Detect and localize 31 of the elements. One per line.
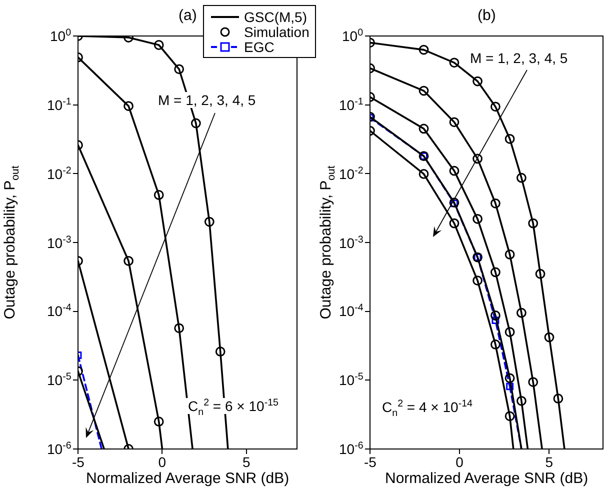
annotation: M = 1, 2, 3, 4, 5 — [468, 50, 570, 66]
y-tick-label: 10$^{0}$ — [50, 27, 72, 44]
y-tick-label: 10$^{-6}$ — [339, 440, 364, 457]
annotation: C$_{n}$$^{2}$ = 6 × 10$^{-15}$ — [187, 397, 280, 418]
x-axis-title: Normalized Average SNR (dB) — [385, 470, 588, 487]
x-tick-label: -5 — [72, 454, 84, 470]
x-tick-label: 5 — [242, 454, 250, 470]
y-tick-label: 10$^{-4}$ — [339, 302, 364, 320]
annotation: M = 1, 2, 3, 4, 5 — [156, 92, 258, 108]
x-tick-label: 0 — [456, 454, 464, 470]
y-tick-label: 10$^{-2}$ — [47, 165, 72, 182]
y-tick-label: 10$^{-4}$ — [47, 302, 72, 320]
y-tick-label: 10$^{-3}$ — [339, 234, 364, 250]
y-tick-label: 10$^{-5}$ — [47, 372, 72, 388]
y-tick-label: 10$^{0}$ — [342, 27, 364, 44]
x-axis-title: Normalized Average SNR (dB) — [86, 470, 290, 487]
y-tick-label: 10$^{-1}$ — [339, 96, 364, 113]
y-tick-label: 10$^{-5}$ — [339, 372, 364, 388]
chart-title: (a) — [178, 7, 197, 24]
y-tick-label: 10$^{-6}$ — [47, 440, 72, 457]
legend-label: EGC — [244, 38, 274, 54]
legend-label: GSC(M,5) — [244, 8, 307, 24]
annotation: C$_{n}$$^{2}$ = 4 × 10$^{-14}$ — [381, 398, 474, 419]
x-tick-label: -5 — [364, 454, 376, 470]
x-tick-label: 5 — [545, 454, 554, 470]
chart-title: (b) — [478, 7, 496, 24]
y-tick-label: 10$^{-1}$ — [47, 96, 72, 113]
y-tick-label: 10$^{-3}$ — [47, 234, 72, 250]
x-tick-label: 0 — [158, 454, 166, 470]
y-tick-label: 10$^{-2}$ — [339, 165, 364, 182]
legend-label: Simulation — [244, 24, 310, 40]
